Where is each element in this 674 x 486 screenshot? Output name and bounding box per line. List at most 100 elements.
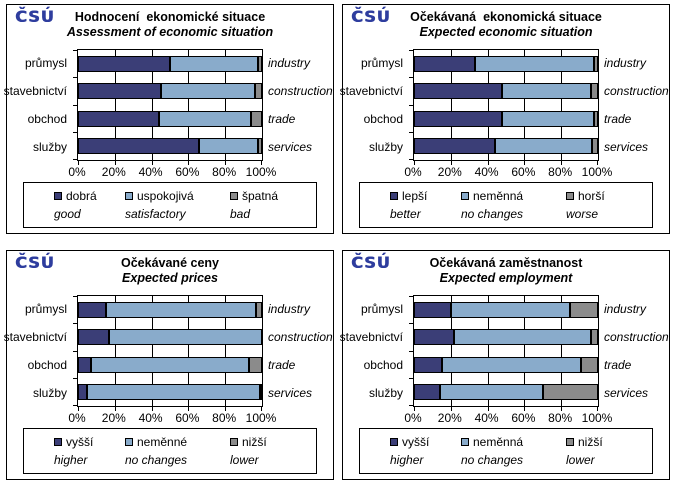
csu-logo: ČSÚ (351, 7, 391, 26)
gridline (450, 50, 452, 160)
category-label-en: services (268, 140, 313, 154)
legend-item: vyšší higher (54, 435, 93, 467)
bar-segment-gray (594, 110, 598, 127)
y-axis-tick (73, 351, 78, 352)
gridline (487, 296, 489, 406)
csu-logo: ČSÚ (15, 253, 55, 272)
bar-segment-dark (78, 301, 106, 318)
bar-segment-gray (594, 55, 598, 72)
legend-swatch-gray (566, 438, 574, 446)
bar-row (414, 133, 598, 161)
gridline (561, 50, 563, 160)
legend-label-cz: horší (578, 189, 605, 203)
legend-label-cz: nižší (242, 435, 267, 449)
y-axis-tick (73, 159, 78, 160)
stacked-bar (78, 138, 262, 155)
category-label-en: services (604, 386, 649, 400)
category-label-en: trade (604, 358, 632, 372)
bar-row (78, 379, 262, 407)
legend-item: neměnné no changes (125, 435, 187, 467)
x-axis-tick (597, 406, 598, 411)
gridline (188, 296, 190, 406)
legend-item: nižší lower (566, 435, 603, 467)
category-label-cz: obchod (27, 358, 67, 372)
category-label-cz: služby (32, 140, 67, 154)
legend-label-en: bad (230, 207, 251, 221)
x-axis-tick (225, 406, 227, 411)
bar-segment-gray (581, 356, 598, 373)
bar-segment-dark (414, 329, 455, 346)
chart-title-en: Expected prices (122, 271, 218, 285)
legend-label-en: higher (390, 453, 424, 467)
x-axis-tick (78, 160, 79, 165)
gridline (151, 296, 153, 406)
x-axis-label: 100% (581, 411, 613, 425)
y-axis-tick (73, 132, 78, 133)
category-label-en: trade (268, 358, 296, 372)
category-labels-cz: průmysl stavebnictví obchod služby (340, 295, 408, 407)
chart-panel-0: ČSÚ Hodnocení ekonomické situace Assessm… (4, 4, 334, 234)
plot-area (409, 49, 599, 165)
bar-segment-light (87, 384, 260, 401)
legend-swatch-dark (390, 438, 398, 446)
category-labels-cz: průmysl stavebnictví obchod služby (340, 49, 408, 161)
x-axis-tick (114, 160, 116, 165)
bar-segment-light (502, 83, 591, 100)
category-label-en: construction (268, 84, 333, 98)
legend-swatch-dark (390, 192, 398, 200)
chart-title-cz: Očekávané ceny (121, 256, 219, 270)
legend-swatch-light (125, 438, 133, 446)
x-axis-tick (524, 406, 526, 411)
legend-label-cz: uspokojivá (137, 189, 194, 203)
bar-segment-gray (542, 384, 598, 401)
bar-segment-gray (258, 138, 262, 155)
legend-swatch-gray (230, 438, 238, 446)
bar-segment-dark (78, 138, 200, 155)
stacked-bar (78, 356, 262, 373)
bar-segment-gray (249, 356, 262, 373)
category-label-en: industry (268, 56, 311, 70)
legend-item: neměnná no changes (461, 189, 523, 221)
legend-label-cz: neměnná (473, 189, 524, 203)
x-axis-label: 40% (138, 165, 163, 179)
bar-segment-dark (414, 83, 503, 100)
stacked-bar (414, 356, 598, 373)
chart-title-en: Assessment of economic situation (66, 25, 274, 39)
bar-row (414, 50, 598, 78)
x-axis: 0% 20% 40% 60% 80% 100% (404, 411, 612, 426)
category-label-cz: služby (368, 386, 403, 400)
stacked-bar (78, 55, 262, 72)
bar-segment-dark (414, 138, 495, 155)
bar-segment-gray (260, 384, 262, 401)
x-axis-label: 0% (404, 165, 422, 179)
bar-row (414, 296, 598, 324)
y-axis-tick (409, 50, 414, 51)
x-axis-tick (597, 160, 598, 165)
legend-item: neměnná no changes (461, 435, 523, 467)
stacked-bar (414, 329, 598, 346)
x-axis-label: 80% (212, 165, 237, 179)
chart-title-cz: Očekávaná ekonomická situace (410, 10, 602, 24)
chart-title-en: Expected employment (439, 271, 573, 285)
gridline (487, 50, 489, 160)
y-axis-tick (73, 296, 78, 297)
x-axis-tick (188, 406, 190, 411)
bar-segment-light (454, 329, 591, 346)
x-axis: 0% 20% 40% 60% 80% 100% (68, 411, 276, 426)
bar-segment-light (494, 138, 593, 155)
x-axis-tick (151, 160, 153, 165)
legend-label-cz: lepší (402, 189, 428, 203)
chart-panel-2: ČSÚ Očekávané ceny Expected prices průmy… (4, 250, 334, 480)
y-axis-tick (73, 105, 78, 106)
x-axis-label: 40% (474, 411, 499, 425)
chart-panel-1: ČSÚ Očekávaná ekonomická situace Expecte… (340, 4, 670, 234)
stacked-bar (78, 301, 262, 318)
x-axis-label: 60% (175, 165, 200, 179)
legend-label-cz: špatná (242, 189, 279, 203)
gridline (450, 296, 452, 406)
x-axis-label: 100% (245, 411, 277, 425)
bar-segment-dark (414, 384, 440, 401)
category-label-en: services (268, 386, 313, 400)
bar-segment-dark (78, 329, 110, 346)
x-axis-label: 100% (245, 165, 277, 179)
